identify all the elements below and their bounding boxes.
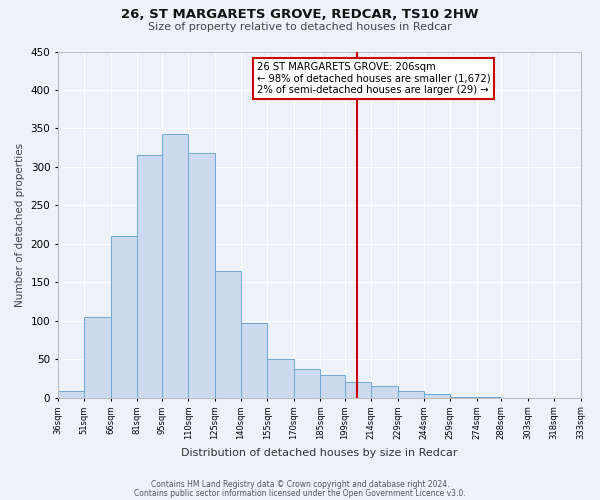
Bar <box>215 270 241 398</box>
Y-axis label: Number of detached properties: Number of detached properties <box>15 142 25 306</box>
Bar <box>345 382 371 398</box>
Bar <box>294 369 320 398</box>
Bar <box>58 392 85 398</box>
Bar <box>111 236 137 398</box>
Bar <box>85 317 111 398</box>
Text: Contains HM Land Registry data © Crown copyright and database right 2024.: Contains HM Land Registry data © Crown c… <box>151 480 449 489</box>
Bar <box>137 156 162 398</box>
Text: Size of property relative to detached houses in Redcar: Size of property relative to detached ho… <box>148 22 452 32</box>
X-axis label: Distribution of detached houses by size in Redcar: Distribution of detached houses by size … <box>181 448 457 458</box>
Bar <box>241 323 268 398</box>
Bar <box>476 397 502 398</box>
Bar <box>424 394 451 398</box>
Bar <box>188 153 215 398</box>
Bar <box>320 375 345 398</box>
Text: 26 ST MARGARETS GROVE: 206sqm
← 98% of detached houses are smaller (1,672)
2% of: 26 ST MARGARETS GROVE: 206sqm ← 98% of d… <box>257 62 490 95</box>
Text: Contains public sector information licensed under the Open Government Licence v3: Contains public sector information licen… <box>134 488 466 498</box>
Bar <box>162 134 188 398</box>
Bar <box>398 392 424 398</box>
Bar <box>371 386 398 398</box>
Bar <box>451 397 476 398</box>
Text: 26, ST MARGARETS GROVE, REDCAR, TS10 2HW: 26, ST MARGARETS GROVE, REDCAR, TS10 2HW <box>121 8 479 20</box>
Bar <box>268 359 294 398</box>
